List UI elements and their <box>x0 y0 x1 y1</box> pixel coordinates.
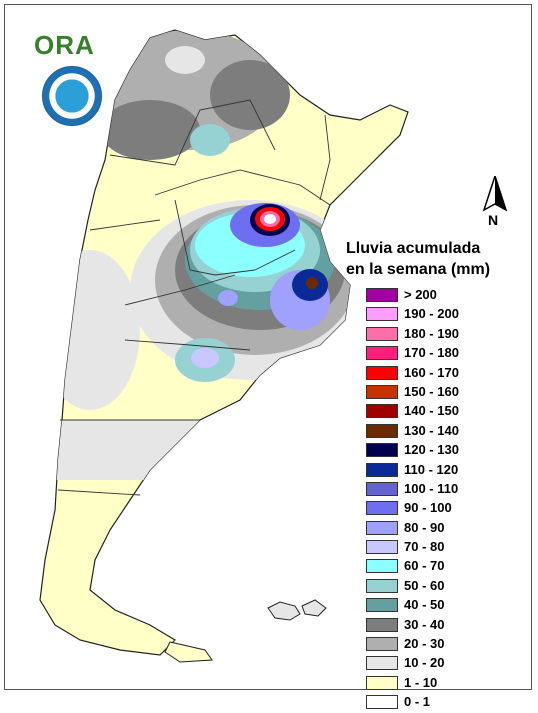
legend-swatch <box>366 520 398 535</box>
legend-swatch <box>366 443 398 458</box>
legend-label: 100 - 110 <box>404 480 459 496</box>
legend-label: 30 - 40 <box>404 616 445 632</box>
legend-row: 160 - 170 <box>366 364 506 383</box>
legend-label: 180 - 190 <box>404 325 459 341</box>
legend-swatch <box>366 578 398 593</box>
legend-swatch <box>366 559 398 574</box>
legend-label: 120 - 130 <box>404 442 459 458</box>
legend-row: 140 - 150 <box>366 402 506 421</box>
legend-label: 20 - 30 <box>404 636 445 652</box>
legend-row: 60 - 70 <box>366 557 506 576</box>
legend-row: 30 - 40 <box>366 616 506 635</box>
legend-label: 50 - 60 <box>404 577 445 593</box>
legend-swatch <box>366 637 398 652</box>
legend-row: 10 - 20 <box>366 654 506 673</box>
rainfall-map <box>39 29 409 663</box>
legend-label: 110 - 120 <box>404 461 459 477</box>
legend-swatch <box>366 384 398 399</box>
legend-swatch <box>366 598 398 613</box>
legend-label: 10 - 20 <box>404 655 445 671</box>
legend-swatch <box>366 481 398 496</box>
legend-row: 190 - 200 <box>366 305 506 324</box>
legend-row: 100 - 110 <box>366 480 506 499</box>
legend-row: > 200 <box>366 286 506 305</box>
legend-label: 70 - 80 <box>404 539 445 555</box>
legend-row: 120 - 130 <box>366 441 506 460</box>
province-borders <box>57 99 331 496</box>
legend-swatch <box>366 423 398 438</box>
legend-swatch <box>366 540 398 555</box>
legend-swatch <box>366 501 398 516</box>
legend-swatch <box>366 288 398 302</box>
legend-swatch <box>366 365 398 380</box>
legend-title-line1: Lluvia acumulada <box>346 240 481 257</box>
ora-logo-text: ORA <box>34 30 95 60</box>
legend-row: 130 - 140 <box>366 422 506 441</box>
legend-swatch <box>366 656 398 671</box>
tierra-del-fuego <box>164 641 213 663</box>
legend-row: 1 - 10 <box>366 674 506 693</box>
legend-row: 90 - 100 <box>366 499 506 518</box>
legend-swatch <box>366 462 398 477</box>
legend-label: 130 - 140 <box>404 422 459 438</box>
legend-row: 80 - 90 <box>366 519 506 538</box>
legend: > 200 190 - 200 180 - 190 170 - 180 160 - 17… <box>366 286 506 713</box>
legend-row: 0 - 1 <box>366 693 506 712</box>
legend-label: 140 - 150 <box>404 403 459 419</box>
legend-swatch <box>366 675 398 690</box>
legend-row: 170 - 180 <box>366 344 506 363</box>
map-frame <box>4 4 532 690</box>
ministry-seal-icon <box>42 66 102 126</box>
legend-label: 150 - 160 <box>404 383 459 399</box>
legend-label: 60 - 70 <box>404 558 445 574</box>
legend-label: 40 - 50 <box>404 597 445 613</box>
legend-swatch <box>366 695 398 710</box>
legend-label: 190 - 200 <box>404 306 459 322</box>
legend-row: 150 - 160 <box>366 383 506 402</box>
legend-row: 70 - 80 <box>366 538 506 557</box>
ora-logo: ORA <box>34 30 95 61</box>
legend-row: 110 - 120 <box>366 461 506 480</box>
legend-label: > 200 <box>404 287 437 302</box>
legend-swatch <box>366 404 398 419</box>
north-label: N <box>488 212 499 228</box>
legend-row: 50 - 60 <box>366 577 506 596</box>
legend-label: 160 - 170 <box>404 364 459 380</box>
legend-label: 1 - 10 <box>404 674 438 690</box>
legend-swatch <box>366 617 398 632</box>
legend-label: 80 - 90 <box>404 519 445 535</box>
legend-title: Lluvia acumulada en la semana (mm) <box>346 238 516 280</box>
legend-label: 170 - 180 <box>404 345 459 361</box>
legend-row: 20 - 30 <box>366 635 506 654</box>
malvinas-islands <box>267 599 327 621</box>
legend-row: 40 - 50 <box>366 596 506 615</box>
legend-swatch <box>366 326 398 341</box>
legend-label: 90 - 100 <box>404 500 452 516</box>
legend-row: 180 - 190 <box>366 325 506 344</box>
legend-swatch <box>366 307 398 322</box>
north-arrow-icon <box>482 176 508 212</box>
legend-swatch <box>366 346 398 361</box>
legend-title-line2: en la semana (mm) <box>346 261 491 278</box>
legend-label: 0 - 1 <box>404 694 431 710</box>
